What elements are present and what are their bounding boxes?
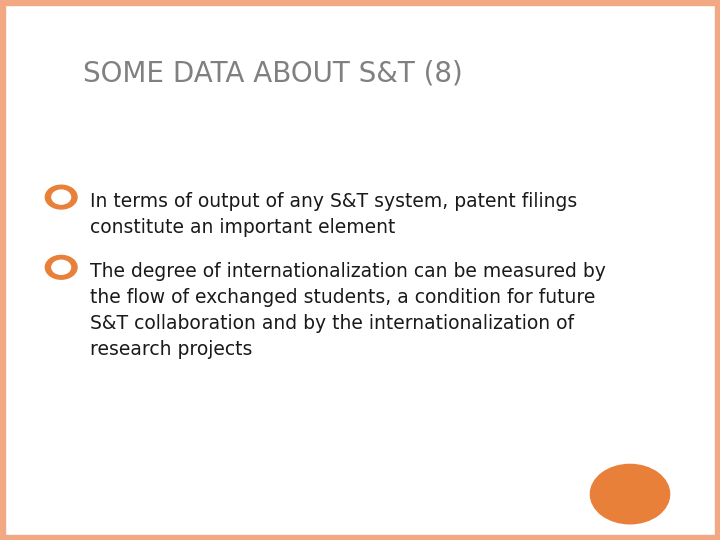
Text: The degree of internationalization can be measured by: The degree of internationalization can b…	[90, 262, 606, 281]
Text: S&T collaboration and by the internationalization of: S&T collaboration and by the internation…	[90, 314, 574, 333]
Text: In terms of output of any S&T system, patent filings: In terms of output of any S&T system, pa…	[90, 192, 577, 211]
Circle shape	[45, 185, 77, 209]
Text: SOME DATA ABOUT S&T (8): SOME DATA ABOUT S&T (8)	[83, 59, 462, 87]
Circle shape	[52, 260, 71, 274]
Text: the flow of exchanged students, a condition for future: the flow of exchanged students, a condit…	[90, 288, 595, 307]
Text: constitute an important element: constitute an important element	[90, 218, 395, 237]
Circle shape	[52, 190, 71, 204]
Circle shape	[590, 464, 670, 524]
Text: research projects: research projects	[90, 340, 253, 359]
Circle shape	[45, 255, 77, 279]
